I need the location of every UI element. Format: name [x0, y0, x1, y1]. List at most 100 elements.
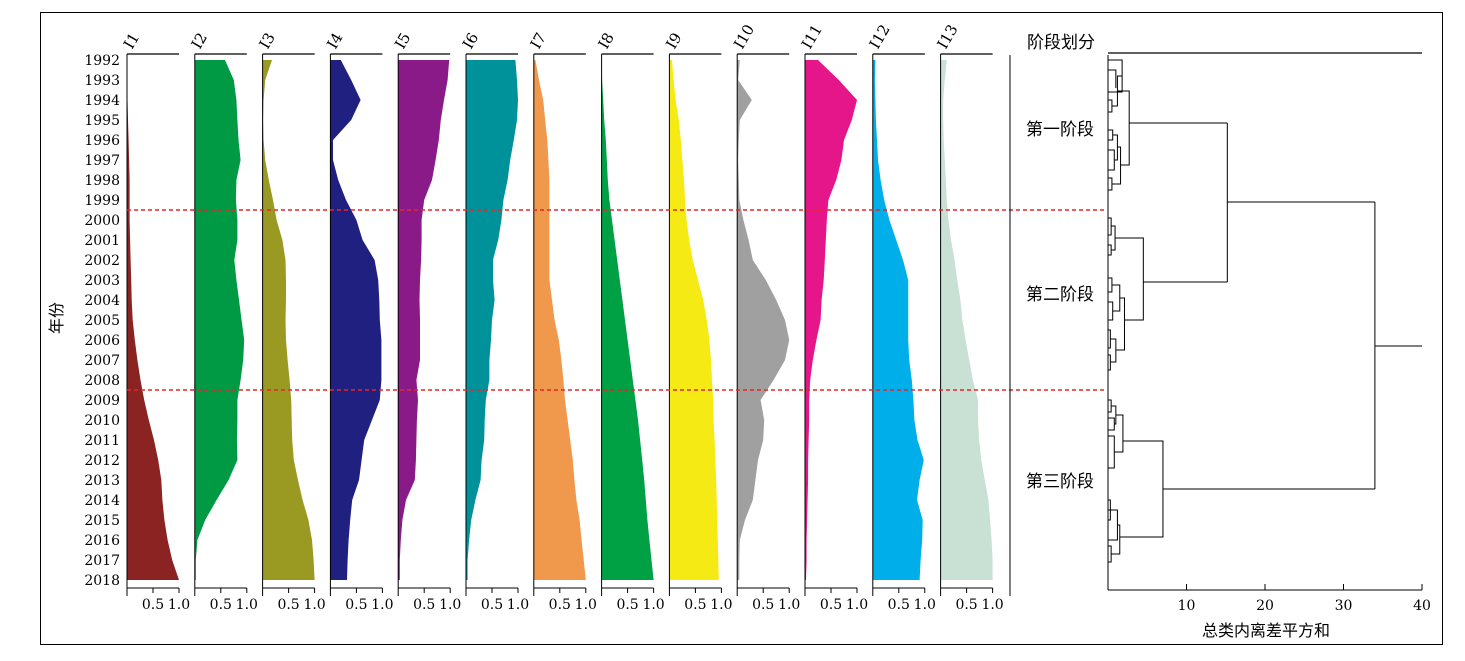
dendrogram-link	[1114, 414, 1124, 453]
dendrogram-x-label: 总类内离差平方和	[1202, 621, 1330, 640]
panel-tick-label: 1.0	[846, 597, 868, 613]
panel-tick-label: 0.5	[616, 597, 638, 613]
panel-tick-label: 0.5	[345, 597, 367, 613]
figure-frame	[40, 12, 1443, 645]
dendrogram-link	[1108, 301, 1114, 321]
panel-tick-label: 1.0	[914, 597, 936, 613]
panel-title: I13	[933, 21, 961, 52]
panel-tick-label: 1.0	[236, 597, 258, 613]
panel-tick-label: 1.0	[575, 597, 597, 613]
panel-i4: 0.5 1.0 I4	[323, 30, 393, 613]
year-tick-label: 2012	[84, 453, 120, 469]
year-tick-label: 2009	[84, 393, 120, 409]
year-tick-label: 1998	[84, 173, 120, 189]
area-i3	[262, 60, 315, 580]
panel-i13: 0.5 1.0 I13	[933, 21, 1003, 613]
panel-i7: 0.5 1.0 I7	[527, 30, 597, 613]
year-tick-label: 1996	[84, 133, 120, 149]
panel-title: I4	[323, 30, 346, 52]
year-tick-label: 2015	[84, 513, 120, 529]
area-i12	[872, 60, 924, 580]
dendrogram-link	[1108, 509, 1118, 541]
panel-tick-label: 0.5	[142, 597, 164, 613]
area-i11	[805, 60, 857, 580]
dendrogram-link	[1111, 524, 1121, 555]
area-i13	[940, 60, 993, 580]
year-tick-label: 2004	[84, 293, 120, 309]
panel-i6: 0.5 1.0 I6	[459, 30, 529, 613]
panel-tick-label: 1.0	[303, 597, 325, 613]
year-tick-label: 2011	[84, 433, 120, 449]
panel-tick-label: 0.5	[752, 597, 774, 613]
dendrogram-link	[1108, 149, 1115, 171]
stage-label: 第二阶段	[1026, 285, 1094, 305]
dendrogram-link	[1108, 69, 1117, 88]
dendrogram-link	[1108, 435, 1115, 469]
stage-label: 第一阶段	[1026, 120, 1094, 140]
panel-tick-label: 1.0	[371, 597, 393, 613]
year-tick-label: 2000	[84, 213, 120, 229]
panel-title: I9	[662, 30, 685, 52]
panel-title: I3	[255, 30, 278, 52]
panel-i9: 0.5 1.0 I9	[662, 30, 732, 613]
dendrogram-link	[1108, 129, 1114, 141]
dendrogram-link	[1119, 440, 1164, 538]
panel-title: I6	[459, 30, 482, 52]
area-i7	[533, 60, 586, 580]
panel-i10: 0.5 1.0 I10	[730, 21, 800, 613]
year-tick-label: 1995	[84, 113, 120, 129]
year-tick-label: 2017	[84, 553, 120, 569]
area-i9	[669, 60, 719, 580]
year-tick-label: 2005	[84, 313, 120, 329]
year-tick-label: 2002	[84, 253, 120, 269]
dendrogram-tick-label: 30	[1335, 598, 1353, 614]
dendrogram-link	[1111, 225, 1116, 251]
dendrogram-link	[1110, 338, 1117, 363]
year-tick-label: 2003	[84, 273, 120, 289]
panel-tick-label: 0.5	[684, 597, 706, 613]
dendrogram-link	[1108, 417, 1115, 431]
year-tick-label: 2016	[84, 533, 120, 549]
panel-title: I8	[594, 30, 617, 52]
area-i2	[194, 60, 245, 580]
year-tick-label: 1999	[84, 193, 120, 209]
year-tick-label: 1994	[84, 93, 120, 109]
panel-i8: 0.5 1.0 I8	[594, 30, 664, 613]
area-i6	[466, 60, 518, 580]
stage-boundary-lines	[127, 209, 1105, 391]
panel-title: I12	[866, 21, 894, 52]
dendrogram: 10 20 30 40	[1107, 52, 1431, 614]
panel-i2: 0.5 1.0 I2	[188, 30, 258, 613]
dendrogram-link	[1108, 99, 1113, 113]
panel-tick-label: 1.0	[710, 597, 732, 613]
panel-i3: 0.5 1.0 I3	[255, 30, 325, 613]
year-tick-label: 2013	[84, 473, 120, 489]
year-tick-label: 2008	[84, 373, 120, 389]
dendrogram-link	[1111, 405, 1117, 425]
area-i5	[398, 60, 450, 580]
dendrogram-link	[1108, 277, 1113, 293]
dendrogram-link	[1108, 329, 1111, 349]
year-tick-label: 2007	[84, 353, 120, 369]
panel-tick-label: 0.5	[210, 597, 232, 613]
panel-tick-label: 0.5	[955, 597, 977, 613]
year-tick-label: 2001	[84, 233, 120, 249]
y-axis-label: 年份	[47, 302, 66, 334]
year-tick-label: 1993	[84, 73, 120, 89]
dendrogram-link	[1115, 237, 1144, 321]
panel-title: I5	[391, 30, 414, 52]
panel-title: I7	[527, 30, 550, 52]
area-i8	[601, 60, 654, 580]
area-i4	[330, 60, 382, 580]
dendrogram-link	[1108, 177, 1113, 191]
dendrogram-tick-label: 20	[1256, 598, 1274, 614]
dendrogram-link	[1111, 146, 1122, 185]
year-tick-label: 2018	[84, 573, 120, 589]
panel-title: I1	[120, 30, 143, 52]
panel-tick-label: 1.0	[642, 597, 664, 613]
panel-title: I11	[798, 21, 826, 52]
panel-tick-label: 1.0	[168, 597, 190, 613]
panel-i11: 0.5 1.0 I11	[798, 21, 868, 613]
